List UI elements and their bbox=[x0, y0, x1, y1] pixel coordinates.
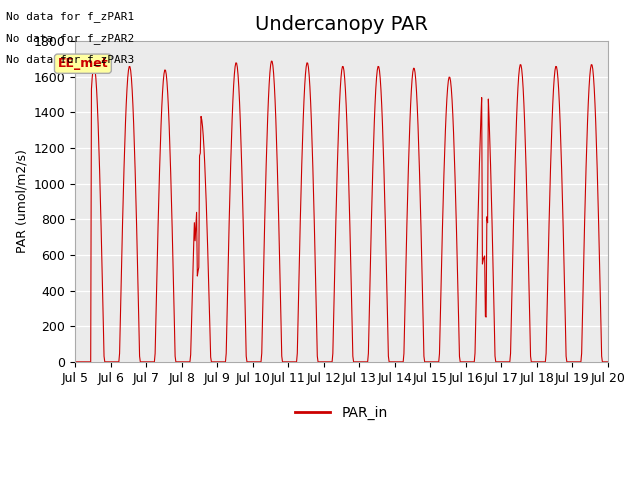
Title: Undercanopy PAR: Undercanopy PAR bbox=[255, 15, 428, 34]
Text: EE_met: EE_met bbox=[58, 57, 108, 70]
Y-axis label: PAR (umol/m2/s): PAR (umol/m2/s) bbox=[15, 150, 28, 253]
Text: No data for f_zPAR1: No data for f_zPAR1 bbox=[6, 11, 134, 22]
Legend: PAR_in: PAR_in bbox=[290, 400, 393, 425]
Text: No data for f_zPAR2: No data for f_zPAR2 bbox=[6, 33, 134, 44]
Text: No data for f_zPAR3: No data for f_zPAR3 bbox=[6, 54, 134, 65]
